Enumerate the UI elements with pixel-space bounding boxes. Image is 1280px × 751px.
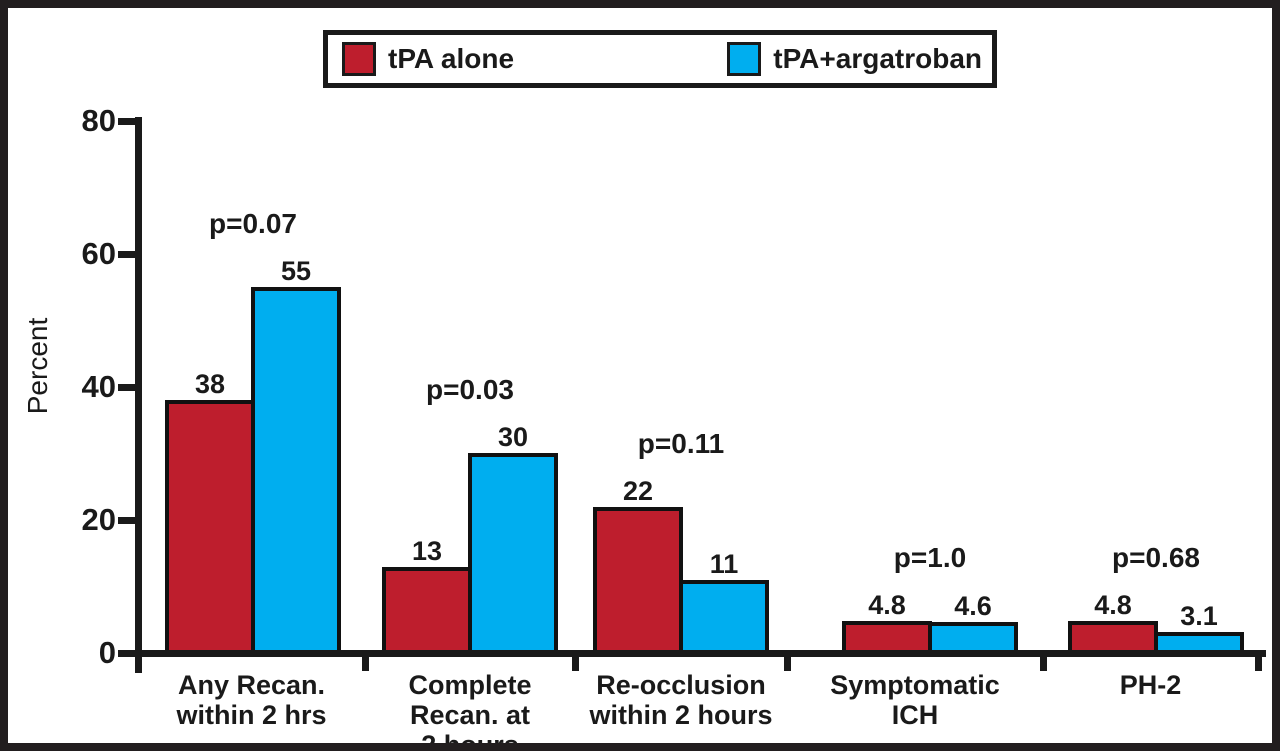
legend-item-tpa-argatroban: tPA+argatroban xyxy=(727,42,982,76)
bar-tpa-argatroban-any-recan xyxy=(251,287,341,656)
value-label: 22 xyxy=(622,476,654,506)
x-boundary-tick xyxy=(135,656,142,671)
value-label: 11 xyxy=(709,549,739,579)
x-boundary-tick xyxy=(1254,656,1262,671)
legend-label-tpa-argatroban: tPA+argatroban xyxy=(773,43,982,74)
p-value-label: p=0.03 xyxy=(426,374,514,405)
y-tick-mark xyxy=(118,117,136,125)
x-boundary-tick xyxy=(1039,656,1047,671)
value-label: 4.8 xyxy=(868,590,906,620)
legend-label-tpa-alone: tPA alone xyxy=(388,43,515,74)
value-label: 4.6 xyxy=(954,591,992,621)
legend-swatch-tpa-alone xyxy=(342,42,376,76)
y-tick-label: 60 xyxy=(81,236,116,271)
value-label: 30 xyxy=(497,422,529,452)
value-label: 4.8 xyxy=(1094,590,1132,620)
x-tick-label: PH-2 xyxy=(1119,670,1182,700)
y-tick-mark xyxy=(118,649,136,657)
legend-item-tpa-alone: tPA alone xyxy=(342,42,514,76)
legend-swatch-tpa-argatroban xyxy=(727,42,762,76)
p-value-label: p=1.0 xyxy=(893,542,967,573)
y-axis-line xyxy=(135,117,142,673)
x-tick-label: Complete Recan. at 2 hours xyxy=(408,670,532,751)
y-tick-mark xyxy=(118,516,136,524)
x-tick-label: Symptomatic ICH xyxy=(830,670,1000,730)
y-tick-label: 0 xyxy=(98,635,116,670)
x-tick-label: Any Recan. within 2 hrs xyxy=(176,670,327,730)
y-tick-mark xyxy=(118,383,136,391)
legend: tPA alone tPA+argatroban xyxy=(323,30,997,88)
x-axis-line xyxy=(135,649,1266,657)
value-label: 55 xyxy=(280,256,312,286)
y-tick-label: 80 xyxy=(81,103,116,138)
p-value-label: p=0.07 xyxy=(209,208,297,239)
bar-tpa-argatroban-re-occlusion xyxy=(679,580,769,656)
x-tick-label: Re-occlusion within 2 hours xyxy=(589,670,773,730)
y-tick-label: 20 xyxy=(81,502,116,537)
y-tick-mark xyxy=(118,250,136,258)
bar-tpa-alone-re-occlusion xyxy=(593,507,683,656)
value-label: 3.1 xyxy=(1180,601,1218,631)
x-boundary-tick xyxy=(571,656,579,671)
p-value-label: p=0.68 xyxy=(1112,542,1200,573)
y-axis-title: Percent xyxy=(22,317,53,415)
bar-tpa-alone-complete xyxy=(382,567,472,656)
x-boundary-tick xyxy=(783,656,791,671)
y-tick-label: 40 xyxy=(81,369,116,404)
figure: tPA alone tPA+argatroban Percent 0 20 40 60… xyxy=(8,8,1272,743)
bar-tpa-alone-any-recan xyxy=(165,400,255,656)
bar-tpa-argatroban-complete xyxy=(468,453,558,656)
p-value-label: p=0.11 xyxy=(637,428,725,459)
x-boundary-tick xyxy=(361,656,369,671)
value-label: 13 xyxy=(411,536,443,566)
value-label: 38 xyxy=(194,369,226,399)
